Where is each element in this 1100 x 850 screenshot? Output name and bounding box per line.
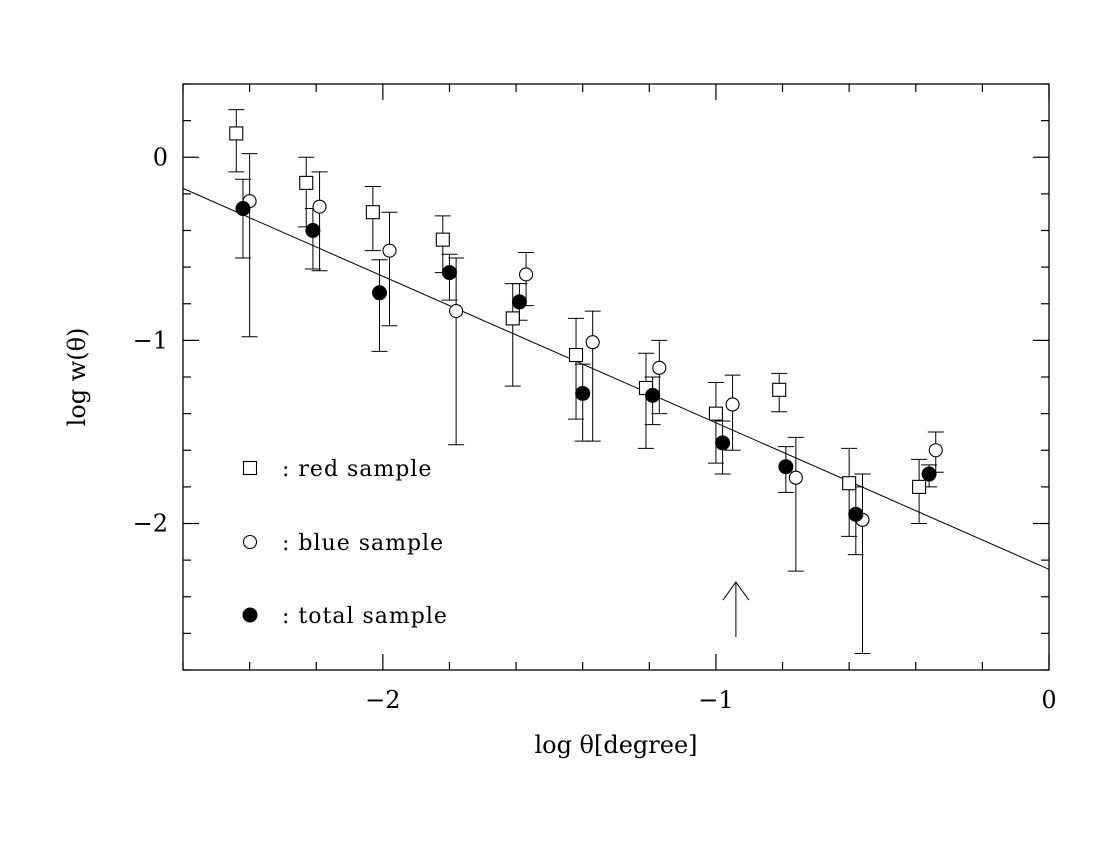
data-point	[519, 267, 534, 282]
data-point	[568, 347, 584, 363]
data-point	[305, 223, 321, 238]
data-point	[372, 285, 388, 301]
data-point	[575, 385, 591, 401]
legend-label: : blue sample	[282, 531, 444, 556]
data-point	[441, 265, 457, 281]
data-point	[788, 470, 803, 485]
y-tick-label: −1	[133, 326, 168, 354]
legend-marker	[242, 460, 258, 476]
tick-labels: −2 −1 0 0 −1 −2	[133, 143, 1057, 714]
data-point	[235, 201, 251, 217]
data-point	[585, 335, 600, 350]
x-axis-title: log θ[degree]	[534, 731, 697, 759]
axis-ticks	[182, 83, 1050, 671]
data-point	[725, 397, 740, 412]
arrow-head	[722, 581, 750, 601]
y-tick-label: 0	[153, 143, 168, 171]
data-point	[912, 479, 927, 494]
data-points	[228, 109, 944, 655]
data-point	[449, 304, 464, 319]
legend-label: : total sample	[282, 604, 448, 629]
data-point	[511, 294, 527, 310]
data-point	[652, 360, 667, 375]
data-point	[842, 476, 857, 491]
y-tick-label: −2	[133, 510, 168, 538]
data-point	[708, 406, 723, 421]
x-tick-label: −2	[365, 686, 400, 714]
arrow-annotation	[722, 581, 750, 638]
x-tick-label: 0	[1041, 686, 1056, 714]
data-point	[848, 506, 864, 522]
data-point	[921, 466, 937, 482]
data-point	[772, 382, 787, 397]
fit-line	[182, 187, 1050, 570]
data-point	[435, 232, 450, 247]
legend: : red sample : blue sample : total sample	[242, 457, 448, 629]
data-point	[382, 243, 397, 258]
legend-label: : red sample	[282, 457, 432, 482]
y-axis-title: log w(θ)	[63, 328, 91, 427]
data-point	[505, 311, 520, 326]
legend-marker	[242, 607, 258, 623]
data-point	[229, 126, 244, 141]
legend-marker	[242, 534, 258, 550]
data-point	[715, 435, 731, 451]
data-point	[299, 175, 314, 190]
data-point	[778, 459, 794, 475]
data-point	[365, 205, 380, 220]
data-point	[645, 387, 661, 403]
x-tick-label: −1	[698, 686, 733, 714]
data-point	[928, 443, 943, 458]
data-point	[312, 199, 327, 214]
